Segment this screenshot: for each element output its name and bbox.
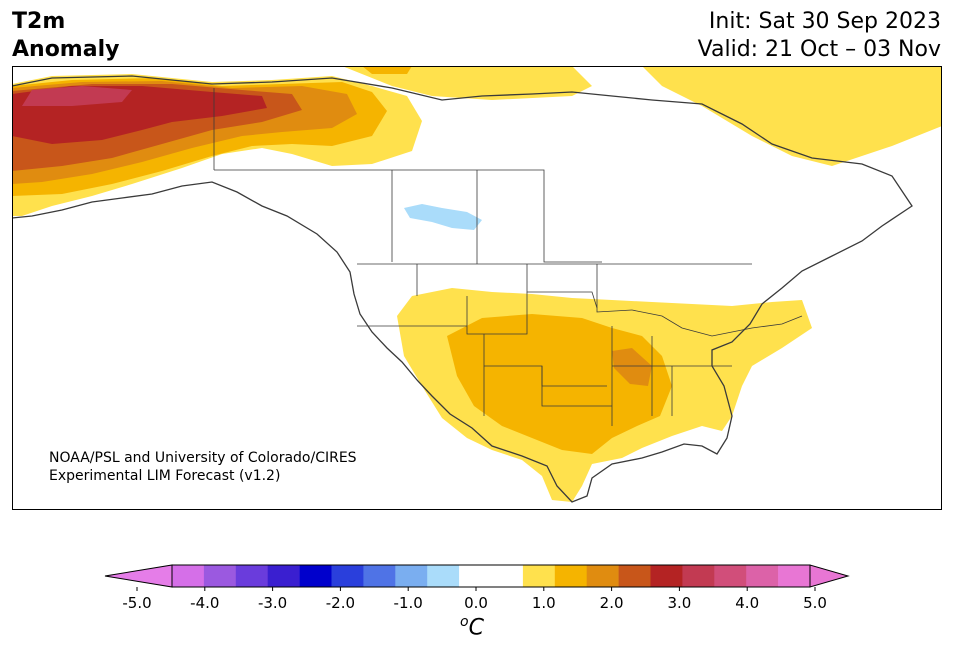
anomaly-region-yellow-greenland	[642, 66, 942, 166]
colorbar-tick-label: -3.0	[258, 594, 287, 612]
colorbar-tick-label: 0.0	[464, 594, 488, 612]
colorbar-tick-label: 1.0	[532, 594, 556, 612]
anomaly-region-gold-us	[447, 314, 672, 454]
colorbar-tick-label: 3.0	[667, 594, 691, 612]
colorbar-swatch	[778, 565, 811, 587]
colorbar-swatch	[331, 565, 364, 587]
colorbar-tick-label: 4.0	[735, 594, 759, 612]
colorbar-swatch	[554, 565, 587, 587]
anomaly-region-orange-us	[612, 348, 652, 386]
colorbar-swatch	[299, 565, 332, 587]
forecast-dates: Init: Sat 30 Sep 2023 Valid: 21 Oct – 03…	[697, 9, 941, 62]
colorbar-tick-label: -2.0	[326, 594, 355, 612]
coastlines	[12, 75, 913, 503]
colorbar-swatch	[714, 565, 747, 587]
map-title: T2m Anomaly	[12, 9, 120, 62]
colorbar-swatch	[395, 565, 428, 587]
map-frame	[12, 66, 942, 510]
colorbar-swatch	[235, 565, 268, 587]
anomaly-map	[12, 66, 942, 510]
colorbar-swatch	[491, 565, 524, 587]
colorbar-under-arrow	[104, 564, 173, 588]
anomaly-region-gold-arctic	[362, 66, 412, 74]
forecast-credit: NOAA/PSL and University of Colorado/CIRE…	[49, 450, 357, 484]
colorbar-swatch	[618, 565, 651, 587]
colorbar-swatch	[746, 565, 779, 587]
colorbar-swatch	[427, 565, 460, 587]
colorbar-frame	[171, 564, 811, 588]
colorbar-tick-label: -5.0	[122, 594, 151, 612]
colorbar-swatch	[586, 565, 619, 587]
colorbar-swatch	[172, 565, 205, 587]
colorbar-tick-label: 2.0	[600, 594, 624, 612]
colorbar-tick-label: -1.0	[394, 594, 423, 612]
colorbar-swatch	[459, 565, 492, 587]
anomaly-region-yellow-arctic	[342, 66, 592, 100]
colorbar-swatch	[650, 565, 683, 587]
units-label: C	[468, 615, 484, 641]
colorbar-tick-label: 5.0	[803, 594, 827, 612]
units-superscript: o	[460, 614, 469, 630]
anomaly-region-light-blue-northern-plains	[404, 204, 482, 230]
colorbar-swatch	[267, 565, 300, 587]
colorbar: -5.0 -4.0 -3.0 -2.0 -1.0 0.0 1.0 2.0 3.0 4.0 5.0	[104, 564, 850, 612]
colorbar-swatch	[682, 565, 715, 587]
colorbar-units: oC	[460, 614, 484, 640]
colorbar-swatch	[363, 565, 396, 587]
colorbar-over-arrow	[809, 564, 850, 588]
anomaly-region-crimson-northwest	[22, 86, 132, 106]
colorbar-tick-label: -4.0	[190, 594, 219, 612]
colorbar-swatch	[522, 565, 556, 587]
colorbar-swatch	[203, 565, 237, 587]
political-boundaries	[213, 88, 803, 426]
